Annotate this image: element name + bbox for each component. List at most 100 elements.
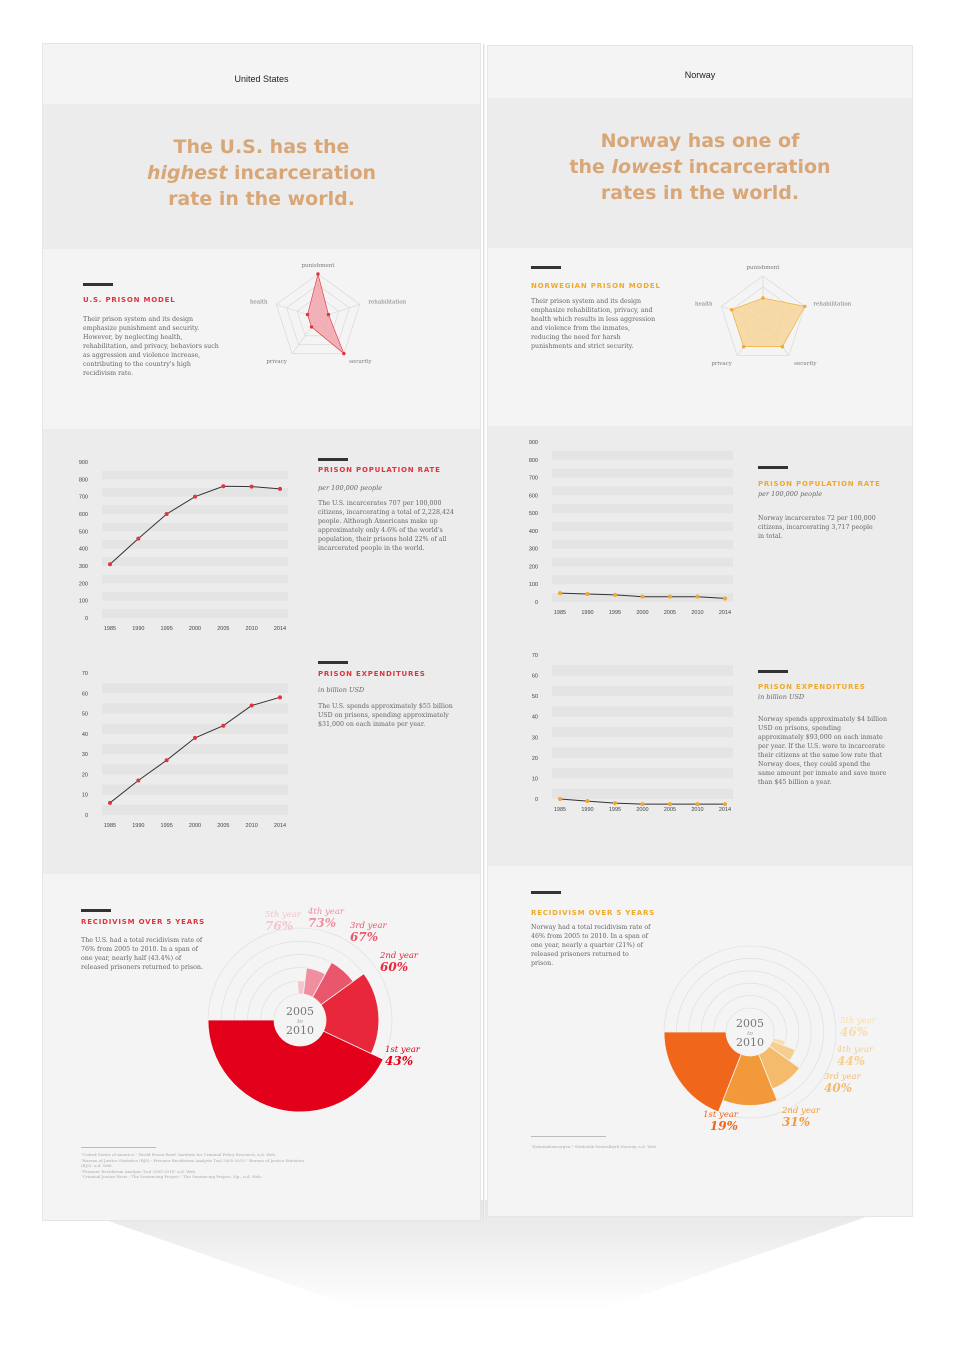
no-headline-band xyxy=(488,98,912,248)
radar-point xyxy=(305,312,310,317)
radar-point xyxy=(729,308,734,312)
no-footnotes: "Kriminalomsorgen." Statistisk Sentralby… xyxy=(531,1144,731,1150)
data-point xyxy=(193,735,197,740)
no-headline-line3: rates in the world. xyxy=(600,182,800,204)
y-tick-label: 0 xyxy=(535,797,538,803)
segment-value: 76% xyxy=(265,919,293,933)
y-tick-label: 600 xyxy=(529,493,538,499)
x-tick-label: 2010 xyxy=(691,610,703,616)
no-pop-rule xyxy=(758,466,788,469)
radial-segment xyxy=(758,1045,801,1090)
radar-axis-label: health xyxy=(250,300,268,306)
radar-point xyxy=(761,296,765,300)
x-tick-label: 2014 xyxy=(719,610,731,616)
data-point xyxy=(108,800,112,805)
radar-axis-label: rehabilitation xyxy=(368,300,406,306)
data-point xyxy=(136,536,141,541)
x-tick-label: 2005 xyxy=(664,807,676,813)
no-model-title: NORWEGIAN PRISON MODEL xyxy=(531,282,661,290)
y-tick-label: 400 xyxy=(79,547,88,553)
data-point xyxy=(585,592,590,596)
no-rec-text: Norway had a total recidivism rate of 46… xyxy=(531,924,651,967)
us-footnote-rule xyxy=(81,1147,156,1148)
radial-center-mid: to xyxy=(297,1019,303,1025)
no-pop-title: PRISON POPULATION RATE xyxy=(758,480,881,488)
us-headline-line1: The U.S. has the xyxy=(173,136,350,158)
data-point xyxy=(558,591,562,596)
fold-line xyxy=(483,44,485,1220)
us-footnote: "United States of America." World Prison… xyxy=(81,1152,277,1157)
radar-axis-label: punishment xyxy=(747,265,781,271)
segment-value: 19% xyxy=(710,1119,738,1133)
chart-grid-band xyxy=(552,665,733,676)
segment-label: 3rd year xyxy=(824,1072,862,1082)
chart-grid-band xyxy=(552,768,733,779)
data-point xyxy=(695,802,700,807)
segment-label: 2nd year xyxy=(379,951,419,961)
chart-grid-band xyxy=(102,557,288,566)
segment-label: 5th year xyxy=(265,910,302,920)
no-exp-rule xyxy=(758,670,788,673)
segment-label: 2nd year xyxy=(781,1106,821,1116)
y-tick-label: 10 xyxy=(82,793,88,799)
no-population-chart: 0 100 200 300 400 500 600 700 800 900 1985 1990 1995… xyxy=(529,440,733,616)
segment-value: 44% xyxy=(837,1054,865,1068)
data-point xyxy=(613,592,617,597)
x-tick-label: 2014 xyxy=(274,823,286,829)
radar-axis-label: punishment xyxy=(302,263,336,269)
segment-label: 4th year xyxy=(836,1045,874,1055)
radar-point xyxy=(741,344,746,349)
x-tick-label: 2005 xyxy=(664,610,676,616)
radial-segment xyxy=(771,1037,786,1046)
no-headline: Norway has one of the lowest incarcerati… xyxy=(488,128,912,206)
no-exp-text: Norway spends approximately $4 billion U… xyxy=(758,716,888,786)
us-footnote: "Bureau of Justice Statistics (BJS) - Pr… xyxy=(81,1157,305,1169)
radial-center xyxy=(275,995,325,1045)
radar-grid-ring xyxy=(286,284,350,345)
no-exp-subtitle: in billion USD xyxy=(758,693,805,701)
radial-center-bot: 2010 xyxy=(736,1036,764,1049)
x-tick-label: 1995 xyxy=(161,626,173,632)
radar-point xyxy=(342,351,346,356)
y-tick-label: 70 xyxy=(532,653,538,659)
data-point xyxy=(723,596,727,601)
radar-axis-label: security xyxy=(794,361,817,367)
y-tick-label: 50 xyxy=(82,712,88,718)
chart-grid-band xyxy=(102,784,288,795)
x-tick-label: 2014 xyxy=(274,626,286,632)
x-tick-label: 1985 xyxy=(104,626,116,632)
data-point xyxy=(640,802,645,807)
no-headline-line2-rest: incarceration xyxy=(681,156,831,178)
data-point xyxy=(585,799,590,804)
radar-grid-ring xyxy=(720,275,806,356)
data-point xyxy=(136,778,141,783)
us-headline-line3: rate in the world. xyxy=(168,188,355,210)
x-tick-label: 1985 xyxy=(554,807,566,813)
y-tick-label: 300 xyxy=(529,547,538,553)
y-tick-label: 200 xyxy=(79,581,88,587)
data-point xyxy=(249,703,254,708)
chart-grid-band xyxy=(552,486,733,496)
radar-area xyxy=(307,272,345,355)
y-tick-label: 0 xyxy=(85,616,88,622)
radar-grid-ring xyxy=(296,295,340,337)
us-radar-chart: punishment rehabilitation security privacy h… xyxy=(250,263,407,365)
radar-point xyxy=(309,325,314,329)
segment-label: 5th year xyxy=(840,1016,877,1026)
x-tick-label: 2010 xyxy=(246,823,258,829)
radar-axis-label: privacy xyxy=(266,359,287,365)
us-headline-emphasis: highest xyxy=(146,162,228,184)
us-pop-title: PRISON POPULATION RATE xyxy=(318,466,441,474)
no-model-text: Their prison system and its design empha… xyxy=(531,298,656,350)
radar-point xyxy=(803,304,807,309)
y-tick-label: 40 xyxy=(82,732,88,738)
segment-label: 1st year xyxy=(385,1045,421,1055)
no-radar-chart: punishment rehabilitation security privacy h… xyxy=(695,265,852,367)
x-tick-label: 2014 xyxy=(719,807,731,813)
data-point xyxy=(108,562,112,567)
radial-center xyxy=(727,1009,773,1055)
y-tick-label: 200 xyxy=(529,564,538,570)
y-tick-label: 60 xyxy=(82,691,88,697)
no-footnote: "Kriminalomsorgen." Statistisk Sentralby… xyxy=(531,1144,658,1149)
segment-value: 31% xyxy=(782,1115,810,1129)
